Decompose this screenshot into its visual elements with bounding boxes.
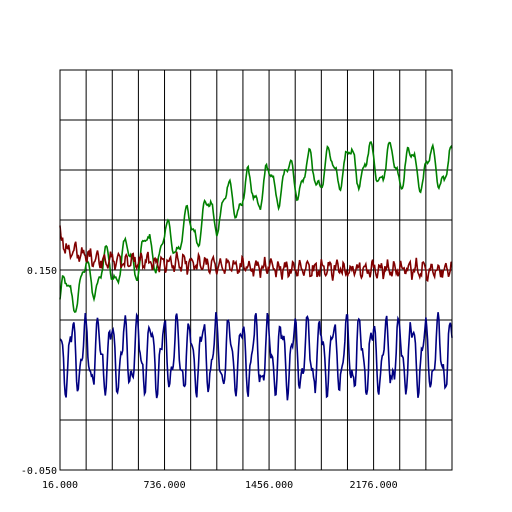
x-axis-tick-labels: 16.000 736.000 1456.000 2176.000 — [42, 480, 398, 491]
series-line-1 — [59, 141, 453, 313]
x-tick-label: 16.000 — [42, 480, 78, 491]
x-tick-label: 736.000 — [143, 480, 185, 491]
x-tick-label: 2176.000 — [350, 480, 398, 491]
y-tick-label: -0.050 — [21, 466, 57, 477]
y-tick-label: 0.150 — [27, 266, 57, 277]
series-layer — [59, 141, 453, 401]
plot-frame — [59, 69, 453, 471]
y-axis-tick-labels: 0.150 -0.050 — [21, 266, 57, 477]
x-tick-label: 1456.000 — [245, 480, 293, 491]
series-line-2 — [59, 225, 453, 283]
series-line-3 — [59, 312, 453, 401]
